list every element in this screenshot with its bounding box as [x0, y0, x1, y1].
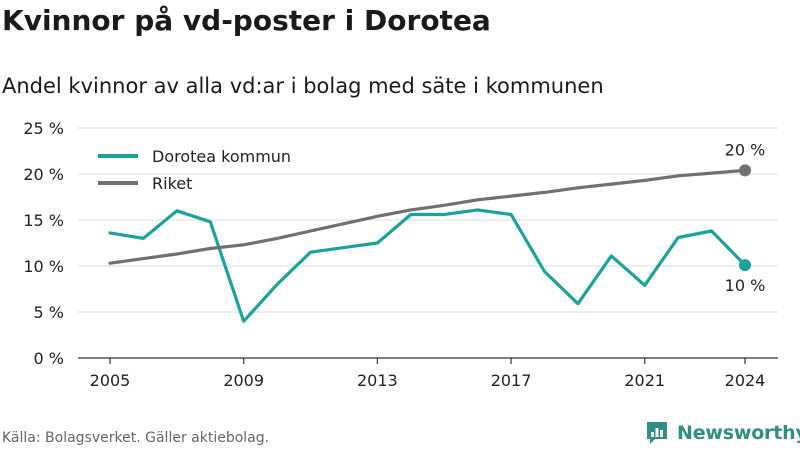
source-note: Källa: Bolagsverket. Gäller aktiebolag. — [2, 430, 270, 446]
x-tick-label: 2017 — [491, 371, 532, 390]
y-tick-label: 20 % — [23, 165, 64, 184]
x-tick-label: 2024 — [725, 371, 766, 390]
series-end-point — [739, 259, 751, 272]
series-line-0 — [108, 208, 747, 323]
series-line-1 — [108, 168, 747, 265]
chart-title: Kvinnor på vd-poster i Dorotea — [2, 4, 491, 37]
y-tick-label: 0 % — [34, 349, 64, 368]
series-end-label: 10 % — [725, 276, 766, 295]
axes: 0 % 5 % 10 % 15 % 20 % 25 % 2005 2009 2013 2017 20… — [23, 119, 778, 390]
newsworthy-logo-icon — [647, 422, 667, 444]
x-tick-label: 2013 — [357, 371, 398, 390]
y-tick-label: 5 % — [34, 303, 64, 322]
x-tick-label: 2009 — [223, 371, 264, 390]
gridlines — [78, 127, 778, 313]
series-end-label: 20 % — [725, 140, 766, 159]
x-tick-label: 2005 — [90, 371, 131, 390]
brand-name: Newsworthy — [677, 422, 800, 444]
legend: Dorotea kommun Riket — [98, 147, 291, 193]
x-tick-label: 2021 — [624, 371, 665, 390]
y-tick-label: 25 % — [23, 119, 64, 138]
y-tick-label: 15 % — [23, 211, 64, 230]
series-end-point — [739, 164, 751, 177]
y-tick-label: 10 % — [23, 257, 64, 276]
legend-label: Riket — [152, 174, 192, 193]
chart-subtitle: Andel kvinnor av alla vd:ar i bolag med … — [2, 74, 604, 98]
series-lines: 10 % 20 % — [108, 140, 766, 323]
brand-logo: Newsworthy — [645, 420, 800, 446]
legend-label: Dorotea kommun — [152, 147, 291, 166]
